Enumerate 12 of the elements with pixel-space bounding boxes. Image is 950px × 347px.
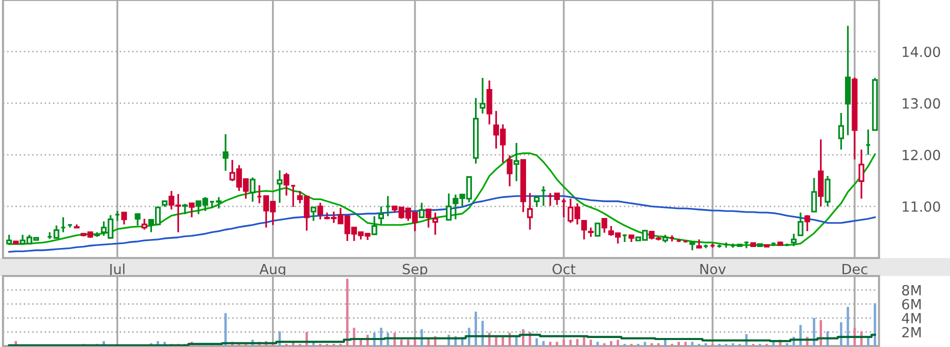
- x-tick-label: Oct: [552, 264, 576, 274]
- y-tick-label: 8M: [902, 284, 921, 296]
- x-tick-label: Sep: [402, 264, 428, 277]
- x-tick-label: Dec: [842, 264, 868, 274]
- x-tick-label: Nov: [700, 264, 726, 274]
- y-tick-label: 4M: [902, 313, 921, 324]
- y-tick-label: 14.00: [902, 46, 940, 58]
- y-tick-label: 2M: [902, 326, 921, 338]
- y-tick-label: 12.00: [902, 150, 940, 160]
- y-tick-label: 6M: [902, 298, 921, 310]
- y-tick-label: 11.00: [902, 201, 940, 212]
- y-tick-label: 13.00: [902, 98, 940, 109]
